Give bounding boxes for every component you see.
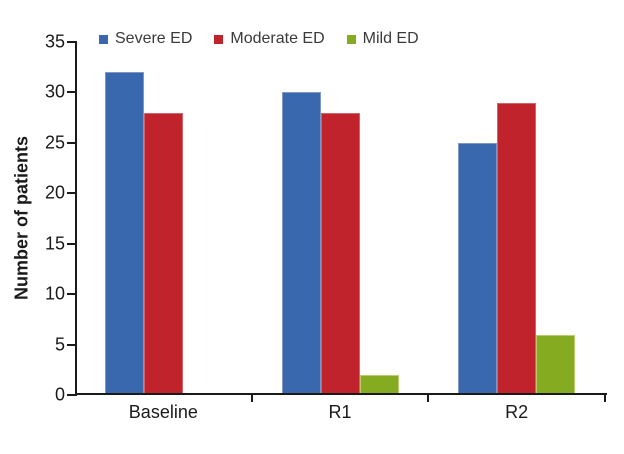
plot-area: Severe ED Moderate ED Mild ED 0 5 10 15 20 25 30… [45, 30, 607, 422]
x-axis-tick [250, 395, 253, 402]
y-axis-tick [67, 343, 76, 346]
bar-moderate-ed-r2 [497, 102, 537, 395]
legend-swatch-icon [99, 34, 108, 44]
y-axis-tick [67, 192, 76, 195]
legend-swatch-icon [346, 34, 356, 44]
legend-swatch-icon [214, 34, 224, 44]
x-axis-tick [604, 395, 606, 402]
legend-label: Moderate ED [230, 30, 325, 47]
bar-moderate-ed-r1 [320, 112, 360, 395]
legend-item: Mild ED [346, 30, 419, 48]
y-axis-tick-label: 20 [44, 182, 65, 203]
y-axis-tick [67, 293, 76, 296]
y-axis-tick-label: 30 [44, 81, 65, 102]
x-axis-line [75, 393, 607, 395]
bar-moderate-ed-baseline [143, 112, 183, 395]
y-axis-tick-label: 35 [44, 31, 65, 52]
y-axis-tick-label: 15 [44, 233, 65, 254]
legend-label: Mild ED [362, 30, 419, 47]
legend-item: Moderate ED [214, 30, 325, 48]
y-axis-line [75, 41, 77, 396]
bar-mild-ed-r2 [536, 334, 576, 395]
y-axis-tick-label: 25 [44, 132, 65, 153]
y-axis-tick-label: 5 [54, 334, 65, 355]
y-axis-tick [67, 242, 76, 245]
legend: Severe ED Moderate ED Mild ED [99, 30, 419, 48]
bar-mild-ed-r1 [359, 374, 399, 395]
x-axis-category-label: R2 [505, 402, 529, 422]
bar-severe-ed-baseline [104, 72, 144, 395]
x-axis-category-label: Baseline [128, 402, 198, 422]
x-axis-category-label: R1 [328, 402, 352, 422]
x-axis-tick [427, 395, 430, 402]
y-axis-tick [67, 141, 76, 144]
y-axis-tick-label: 10 [44, 283, 65, 304]
y-axis-tick [67, 394, 76, 396]
y-axis-title: Number of patients [11, 135, 32, 301]
y-axis-tick [67, 91, 76, 94]
legend-item: Severe ED [99, 30, 192, 48]
bar-severe-ed-r2 [458, 142, 498, 395]
y-axis-tick-label: 0 [54, 384, 65, 405]
bar-severe-ed-r1 [281, 92, 321, 395]
y-axis-tick [67, 41, 76, 43]
legend-label: Severe ED [115, 30, 193, 47]
